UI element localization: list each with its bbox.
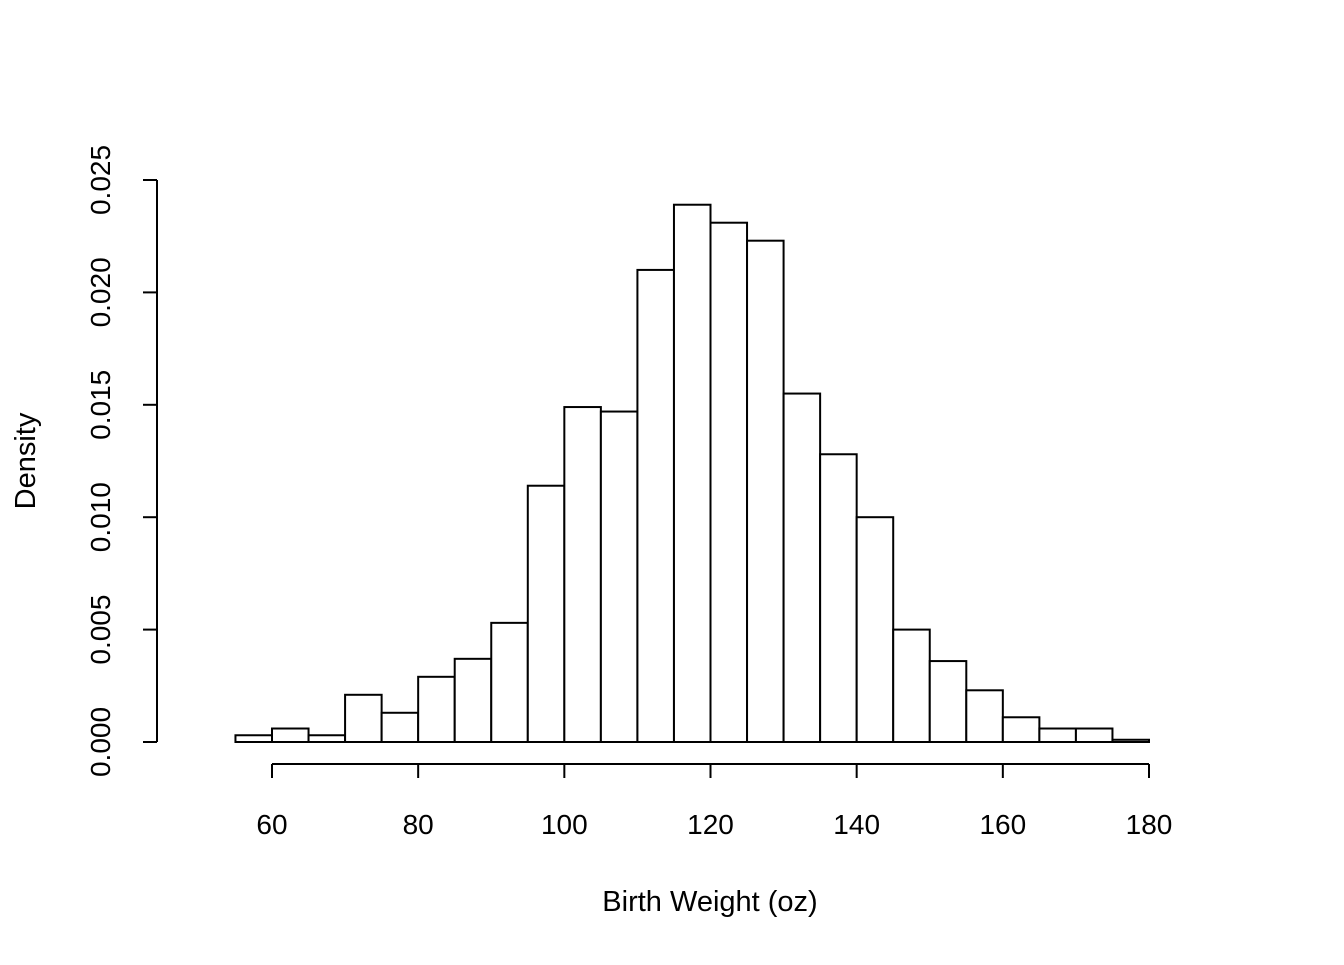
- histogram-bar: [234, 734, 273, 743]
- histogram-bar: [526, 484, 566, 743]
- x-tick-label: 80: [403, 809, 434, 840]
- histogram-bar: [782, 392, 822, 743]
- histogram-bar: [746, 239, 785, 743]
- histogram-bar: [453, 657, 493, 743]
- x-tick-label: 140: [833, 809, 880, 840]
- y-tick-label: 0.025: [85, 145, 116, 215]
- y-axis-title: Density: [10, 412, 42, 509]
- histogram-bar: [1038, 727, 1077, 744]
- y-tick-label: 0.015: [85, 370, 116, 440]
- histogram-bar: [819, 453, 858, 743]
- y-tick-label: 0.010: [85, 482, 116, 552]
- bars-group: [234, 203, 1151, 744]
- histogram-bar: [965, 689, 1004, 744]
- histogram-bar: [855, 516, 895, 744]
- histogram-bar: [490, 621, 529, 744]
- histogram-bar: [636, 268, 675, 743]
- x-tick-label: 100: [541, 809, 588, 840]
- y-tick-label: 0.005: [85, 595, 116, 665]
- histogram-bar: [417, 675, 456, 743]
- y-axis: 0.000 0.005 0.010 0.015 0.020 0.025: [85, 145, 158, 777]
- histogram-bar: [1111, 738, 1151, 744]
- x-tick-label: 60: [256, 809, 287, 840]
- histogram-bar: [928, 660, 968, 744]
- histogram-bar: [892, 628, 931, 743]
- histogram-bar: [1074, 727, 1114, 744]
- histogram-bar: [709, 221, 749, 744]
- histogram-bar: [271, 727, 310, 744]
- histogram-bar: [599, 410, 639, 743]
- histogram-bar: [380, 711, 420, 744]
- y-tick-label: 0.020: [85, 257, 116, 327]
- histogram-bar: [307, 734, 347, 743]
- histogram-bar: [672, 203, 712, 743]
- histogram-bar: [344, 693, 383, 743]
- x-axis: 60 80 100 120 140 160 180: [256, 763, 1173, 840]
- x-axis-title: Birth Weight (oz): [602, 886, 817, 918]
- x-tick-label: 160: [979, 809, 1026, 840]
- histogram-bar: [1001, 716, 1041, 743]
- histogram-bar: [563, 406, 602, 743]
- y-tick-label: 0.000: [85, 707, 116, 777]
- x-tick-label: 180: [1126, 809, 1173, 840]
- x-tick-label: 120: [687, 809, 734, 840]
